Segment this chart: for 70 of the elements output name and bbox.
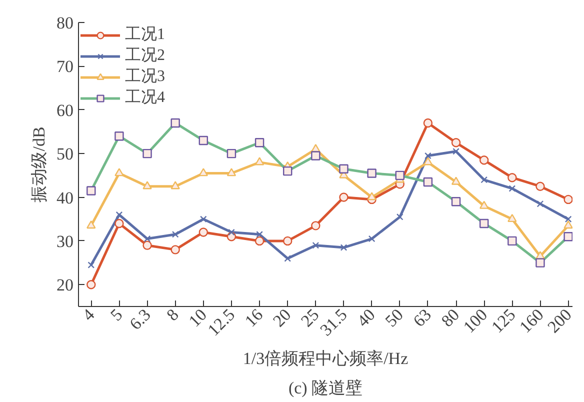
y-tick-label: 30 [56,232,74,251]
point [254,236,264,246]
legend-label: 工况2 [125,46,165,66]
point [114,168,124,176]
point [340,244,348,251]
point [536,200,544,208]
point [311,221,320,230]
x-tick-label: 50 [381,305,407,331]
x-tick-label: 8 [162,305,182,325]
y-tick-label: 20 [56,276,74,295]
point [423,157,433,166]
point [142,240,152,250]
point [451,138,461,148]
point [170,245,180,254]
point [142,181,152,190]
point [564,216,572,223]
point [508,173,517,182]
point [367,192,376,200]
legend-label: 工况3 [125,67,165,87]
point [480,176,488,184]
text: (c) 隧道壁 [288,378,363,398]
x-tick-label: 10 [185,305,210,331]
y-tick-label: 80 [56,14,74,32]
point [198,228,208,237]
point [479,156,489,165]
x-axis-title: 1/3倍频程中心频率/Hz [242,349,409,368]
y-tick-label: 40 [56,188,74,208]
x-tick-label: 16 [241,305,267,331]
legend-label: 工况4 [125,88,165,108]
x-tick-label: 20 [269,305,295,331]
point [86,280,96,290]
point [200,216,207,223]
point [396,214,404,220]
y-tick-label: 50 [56,144,74,164]
y-axis-title: 振动级/dB [30,126,48,202]
point [283,236,292,246]
point [479,200,489,209]
point [423,118,433,128]
point [228,228,235,236]
point [88,262,95,268]
point [116,211,123,218]
point [312,242,320,249]
x-tick-label: 6.3 [126,305,154,334]
point [508,214,517,222]
point [284,255,292,262]
point [451,176,461,185]
point [198,168,208,176]
legend-label: 工况1 [125,25,165,45]
y-tick-label: 60 [56,100,74,120]
point [452,148,460,155]
point [424,152,432,160]
point [226,168,236,176]
point [172,230,179,238]
point [256,230,263,238]
point [86,220,96,229]
point [170,181,180,190]
x-tick-label: 40 [353,305,379,331]
point [564,220,572,229]
point [368,235,376,242]
point [114,218,124,228]
point [564,194,572,204]
y-tick-label: 70 [56,57,74,76]
x-tick-label: 63 [410,305,436,331]
point [254,157,264,166]
x-tick-label: 4 [78,304,99,325]
point [339,192,348,202]
point [536,182,545,191]
point [508,185,516,192]
point [144,235,151,242]
x-tick-label: 5 [106,305,126,325]
